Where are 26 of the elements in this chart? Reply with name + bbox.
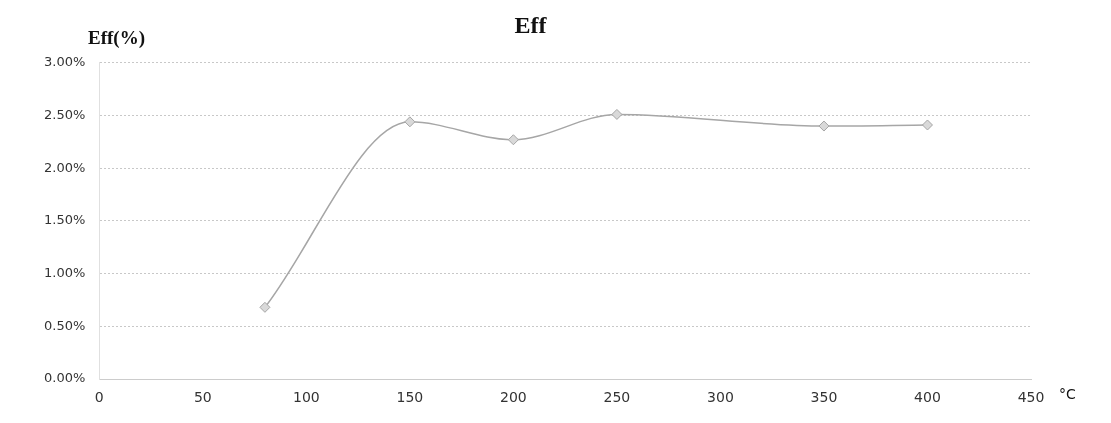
y-tick-label: 0.50% [43,317,86,333]
x-tick-label: 250 [603,388,631,405]
y-tick-label: 3.00% [43,54,86,70]
point [611,108,623,120]
x-tick-label: 350 [810,388,838,405]
x-tick-label: 0 [94,388,104,405]
x-tick-label: 400 [914,388,941,405]
y-tick-label: 0.00% [43,370,86,386]
y-axis-title: Eff(%) [88,27,145,50]
x-axis-title: °C [1059,385,1076,402]
y-tick-label: 2.00% [43,159,86,175]
point [818,120,830,132]
chart-title: Eff [514,11,548,38]
y-tick-label: 1.00% [43,264,86,280]
x-tick-label: 50 [193,388,212,405]
x-tick-label: 450 [1017,388,1045,405]
point [507,134,519,146]
x-tick-label: 100 [292,388,320,405]
point [404,116,416,128]
point [921,119,933,131]
x-tick-label: 200 [500,388,527,405]
y-tick-label: 1.50% [43,212,86,228]
x-tick-label: 150 [396,388,424,405]
x-tick-label: 300 [707,388,734,405]
y-tick-label: 2.50% [43,106,86,122]
point [259,301,271,313]
